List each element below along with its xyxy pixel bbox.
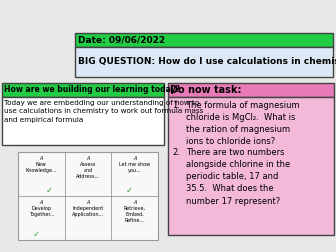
Text: The formula of magnesium
chloride is MgCl₂.  What is
the ration of magnesium
ion: The formula of magnesium chloride is MgC… — [186, 101, 300, 146]
Text: ✓: ✓ — [46, 186, 53, 195]
Text: ✓: ✓ — [126, 186, 133, 195]
Bar — [18, 152, 158, 240]
Text: A: A — [86, 200, 90, 205]
Text: BIG QUESTION: How do I use calculations in chemistry?: BIG QUESTION: How do I use calculations … — [78, 57, 336, 67]
Text: There are two numbers
alongside chlorine in the
periodic table, 17 and
35.5.  Wh: There are two numbers alongside chlorine… — [186, 148, 290, 206]
Text: Retrieve,
Embed,
Refine...: Retrieve, Embed, Refine... — [124, 206, 146, 224]
Bar — [2, 97, 164, 145]
Text: Today we are embedding our understanding of how to
use calculations in chemistry: Today we are embedding our understanding… — [4, 100, 203, 123]
Text: A: A — [133, 200, 136, 205]
Text: A: A — [40, 156, 43, 161]
Bar — [75, 47, 333, 77]
Text: 1.: 1. — [172, 101, 180, 110]
Bar — [2, 83, 164, 97]
Text: Date: 09/06/2022: Date: 09/06/2022 — [78, 36, 165, 45]
Bar — [168, 83, 334, 97]
Text: Independent
Application...: Independent Application... — [72, 206, 104, 217]
Text: A: A — [40, 200, 43, 205]
Text: A: A — [86, 156, 90, 161]
Bar — [75, 33, 333, 47]
Text: New
Knowledge...: New Knowledge... — [26, 162, 57, 173]
Text: Develop
Together...: Develop Together... — [29, 206, 54, 217]
Text: How are we building our learning today?: How are we building our learning today? — [4, 85, 180, 94]
Bar — [168, 97, 334, 235]
Text: Assess
and
Address...: Assess and Address... — [76, 162, 100, 179]
Text: Let me show
you...: Let me show you... — [119, 162, 150, 173]
Text: ✓: ✓ — [33, 230, 40, 239]
Text: A: A — [133, 156, 136, 161]
Text: Do now task:: Do now task: — [170, 85, 242, 95]
Text: 2.: 2. — [172, 148, 180, 157]
